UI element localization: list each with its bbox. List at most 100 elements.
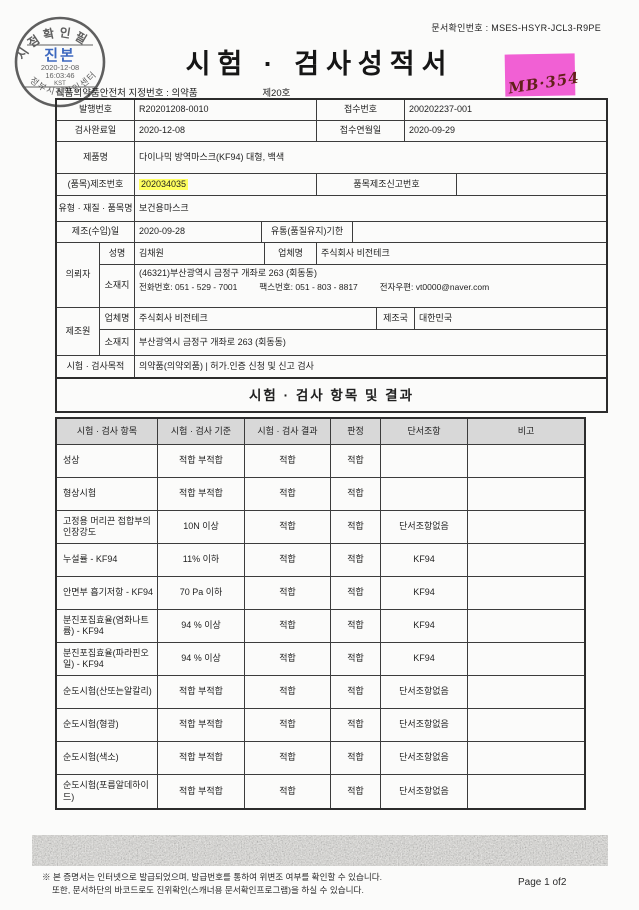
result-cell: 적합 부적합 (158, 478, 245, 510)
item-report-label: 품목제조신고번호 (317, 174, 457, 195)
doc-check-number: 문서확인번호 : MSES-HSYR-JCL3-R9PE (431, 23, 601, 33)
page-number: Page 1 of2 (518, 877, 567, 888)
result-cell: 적합 (245, 676, 331, 708)
result-cell: 적합 (245, 775, 331, 808)
maker-address-label: 소재지 (100, 330, 135, 355)
client-fax: 팩스번호: 051 - 803 - 8817 (259, 282, 358, 293)
results-header-judgement: 판정 (331, 419, 381, 444)
results-table: 시험 · 검사 항목 시험 · 검사 기준 시험 · 검사 결과 판정 단서조항… (55, 417, 586, 810)
client-address-value: (46321)부산광역시 금정구 개좌로 263 (회동동) 전화번호: 051… (135, 265, 606, 307)
result-cell: 적합 (245, 610, 331, 642)
client-company-label: 업체명 (265, 243, 317, 264)
result-cell (468, 478, 584, 510)
lot-no-value: 202034035 (135, 174, 317, 195)
info-table: 발행번호 R20201208-0010 접수번호 200202237-001 검… (55, 98, 608, 379)
result-cell: 적합 (245, 742, 331, 774)
result-cell (381, 478, 468, 510)
result-cell: KF94 (381, 610, 468, 642)
result-cell: 적합 (245, 577, 331, 609)
result-cell: KF94 (381, 577, 468, 609)
result-cell: 누설률 - KF94 (57, 544, 158, 576)
result-cell: 적합 (331, 445, 381, 477)
result-cell: 적합 부적합 (158, 709, 245, 741)
result-cell: 적합 (245, 643, 331, 675)
result-cell (468, 445, 584, 477)
result-cell (381, 445, 468, 477)
table-row: 제조(수입)일 2020-09-28 유통(품질유지)기한 (57, 222, 606, 243)
stamp-seal-icon: 시점확인필 진본 2020-12-08 16:03:46 KST 정부시점확인센… (14, 16, 106, 108)
maker-company-value: 주식회사 비전테크 (135, 308, 377, 329)
client-name-label: 성명 (100, 243, 135, 264)
result-cell: 10N 이상 (158, 511, 245, 543)
result-cell: 단서조항없음 (381, 676, 468, 708)
result-cell: 성상 (57, 445, 158, 477)
mfg-date-label: 제조(수입)일 (57, 222, 135, 242)
issue-no-label: 발행번호 (57, 100, 135, 120)
footer-notice-line2: 또한, 문서하단의 바코드로도 진위확인(스캐너용 문서확인프로그램)을 하실 … (52, 885, 364, 896)
receipt-date-label: 접수연월일 (317, 121, 405, 141)
result-cell: 적합 (245, 445, 331, 477)
table-row: 제품명 다이나믹 방역마스크(KF94) 대형, 백색 (57, 142, 606, 174)
result-cell: 순도시험(색소) (57, 742, 158, 774)
result-cell: 적합 (245, 709, 331, 741)
footer-notice-line1: ※ 본 증명서는 인터넷으로 발급되었으며, 발급번호를 통하여 위변조 여부를… (42, 872, 383, 882)
result-cell: 적합 (331, 544, 381, 576)
expiry-value (353, 222, 606, 242)
client-row-group: 의뢰자 성명 김채원 업체명 주식회사 비전테크 소재지 (46321)부산광역… (57, 243, 606, 308)
table-row: 유형 · 재질 · 품목명 보건용마스크 (57, 196, 606, 222)
result-cell (468, 709, 584, 741)
type-label: 유형 · 재질 · 품목명 (57, 196, 135, 221)
result-cell: 적합 (331, 577, 381, 609)
result-cell: 11% 이하 (158, 544, 245, 576)
result-cell: 단서조항없음 (381, 742, 468, 774)
maker-label: 제조원 (57, 308, 100, 355)
result-cell: KF94 (381, 643, 468, 675)
result-row: 순도시험(산또는알칼리) 적합 부적합 적합 적합 단서조항없음 (57, 676, 584, 709)
result-cell: 적합 (331, 676, 381, 708)
result-cell: 적합 (245, 511, 331, 543)
table-row: 발행번호 R20201208-0010 접수번호 200202237-001 (57, 100, 606, 121)
result-cell: 적합 (331, 478, 381, 510)
result-cell (468, 577, 584, 609)
result-cell (468, 643, 584, 675)
client-address-text: (46321)부산광역시 금정구 개좌로 263 (회동동) (139, 268, 317, 278)
results-header-result: 시험 · 검사 결과 (245, 419, 331, 444)
result-cell: 94 % 이상 (158, 610, 245, 642)
receipt-date-value: 2020-09-29 (409, 125, 456, 136)
results-header-item: 시험 · 검사 항목 (57, 419, 158, 444)
result-row: 순도시험(포름알데하이드) 적합 부적합 적합 적합 단서조항없음 (57, 775, 584, 808)
table-row: 소재지 (46321)부산광역시 금정구 개좌로 263 (회동동) 전화번호:… (100, 265, 606, 307)
result-row: 분진포집효율(염화나트륨) - KF94 94 % 이상 적합 적합 KF94 (57, 610, 584, 643)
client-phone: 전화번호: 051 - 529 - 7001 (139, 282, 238, 293)
result-cell (468, 544, 584, 576)
receipt-no-value: 200202237-001 (409, 104, 473, 115)
maker-row-group: 제조원 업체명 주식회사 비전테크 제조국 대한민국 소재지 부산광역시 금정구… (57, 308, 606, 356)
client-label: 의뢰자 (57, 243, 100, 307)
table-row: 성명 김채원 업체명 주식회사 비전테크 (100, 243, 606, 265)
purpose-label: 시험 · 검사목적 (57, 356, 135, 377)
result-cell: 순도시험(형광) (57, 709, 158, 741)
stamp-jinbon-text: 진본 (44, 47, 76, 64)
item-report-value (457, 174, 606, 195)
maker-country-value: 대한민국 (419, 312, 453, 323)
security-pattern-strip (32, 835, 608, 866)
complete-date-label: 검사완료일 (57, 121, 135, 141)
result-cell: 적합 (331, 709, 381, 741)
client-company-value: 주식회사 비전테크 (321, 247, 390, 258)
result-cell: 단서조항없음 (381, 511, 468, 543)
result-row: 순도시험(색소) 적합 부적합 적합 적합 단서조항없음 (57, 742, 584, 775)
type-value: 보건용마스크 (139, 202, 189, 213)
results-header-proviso: 단서조항 (381, 419, 468, 444)
result-cell: 분진포집효율(염화나트륨) - KF94 (57, 610, 158, 642)
results-rows: 성상 적합 부적합 적합 적합 형상시험 적합 부적합 적합 적합 고정용 머리끈 접합부의 인… (57, 445, 584, 808)
result-cell: 적합 (245, 478, 331, 510)
footer-notice: ※ 본 증명서는 인터넷으로 발급되었으며, 발급번호를 통하여 위변조 여부를… (42, 871, 382, 898)
result-row: 고정용 머리끈 접합부의 인장강도 10N 이상 적합 적합 단서조항없음 (57, 511, 584, 544)
result-cell: 70 Pa 이하 (158, 577, 245, 609)
receipt-no-label: 접수번호 (317, 100, 405, 120)
highlighted-lot-number: 202034035 (139, 178, 189, 191)
page-title: 시험 · 검사성적서 (185, 49, 454, 79)
product-name-label: 제품명 (57, 142, 135, 173)
designation-number: 제20호 (262, 88, 291, 99)
product-name-value: 다이나믹 방역마스크(KF94) 대형, 백색 (139, 151, 285, 162)
